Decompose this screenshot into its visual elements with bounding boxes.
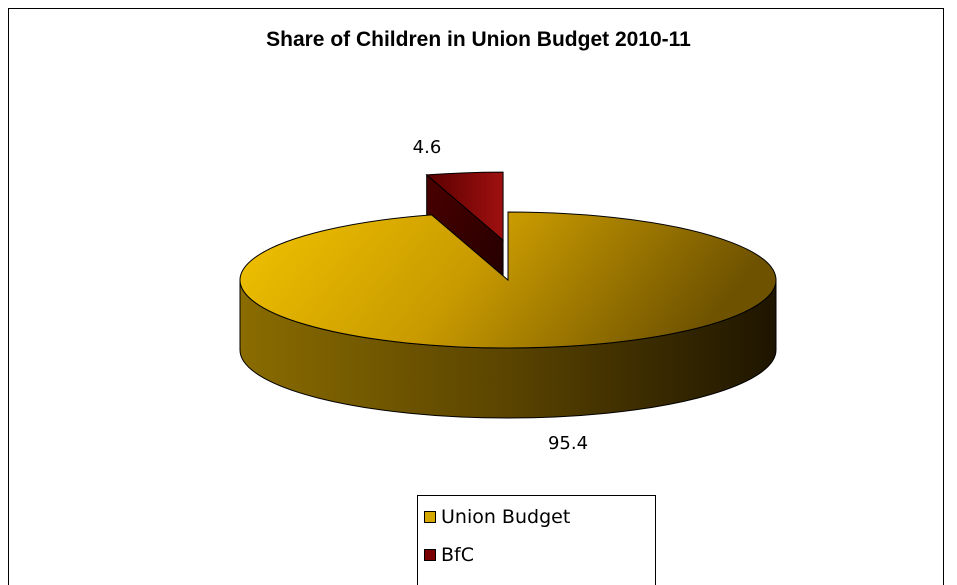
chart-title: Share of Children in Union Budget 2010-1… <box>266 28 691 51</box>
legend-swatch <box>424 511 436 523</box>
legend: Union Budget BfC <box>417 495 656 585</box>
legend-swatch <box>424 549 436 561</box>
legend-label: BfC <box>441 544 474 566</box>
legend-item-union-budget: Union Budget <box>424 505 570 529</box>
legend-label: Union Budget <box>441 506 571 528</box>
slice-union-budget <box>239 211 777 349</box>
legend-item-bfc: BfC <box>424 543 474 567</box>
data-label-union-budget: 95.4 <box>548 433 588 454</box>
slice-bfc <box>425 171 504 242</box>
data-label-bfc: 4.6 <box>413 137 442 158</box>
